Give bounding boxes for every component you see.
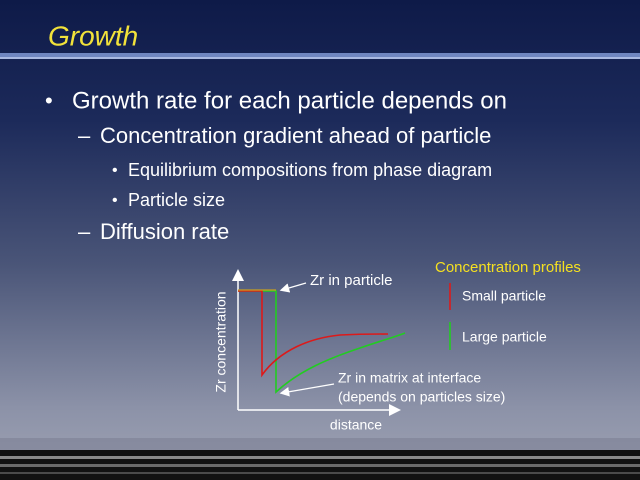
title-rule	[0, 53, 640, 59]
bullet: Growth rate for each particle depends on	[72, 87, 507, 114]
slide-title: Growth	[48, 20, 138, 51]
bullet-marker: •	[112, 162, 118, 179]
bullet: Equilibrium compositions from phase diag…	[128, 160, 492, 180]
interface-annotation: (depends on particles size)	[338, 389, 505, 405]
bullet-marker: •	[112, 192, 118, 209]
bullet-marker: –	[78, 123, 91, 148]
bullet-marker: –	[78, 219, 91, 244]
footer-stripe	[0, 472, 640, 474]
annotation-arrow	[279, 282, 307, 293]
x-axis-label: distance	[330, 417, 382, 433]
footer-stripe	[0, 456, 640, 459]
particle-annotation: Zr in particle	[310, 272, 393, 289]
y-axis-label: Zr concentration	[213, 291, 229, 392]
bullet: Concentration gradient ahead of particle	[100, 123, 491, 148]
title-rule-highlight	[0, 57, 640, 59]
legend-label: Small particle	[462, 288, 546, 304]
bullet: Diffusion rate	[100, 219, 229, 244]
small-particle-profile	[238, 290, 389, 378]
annotation-arrow	[279, 383, 335, 397]
bullet: Particle size	[128, 190, 225, 210]
legend-title: Concentration profiles	[435, 259, 581, 276]
footer-shadow	[0, 438, 640, 452]
interface-annotation: Zr in matrix at interface	[338, 370, 481, 386]
footer-stripe	[0, 464, 640, 467]
large-particle-profile	[238, 290, 406, 394]
legend-label: Large particle	[462, 329, 547, 345]
bullet-marker: •	[45, 88, 53, 113]
